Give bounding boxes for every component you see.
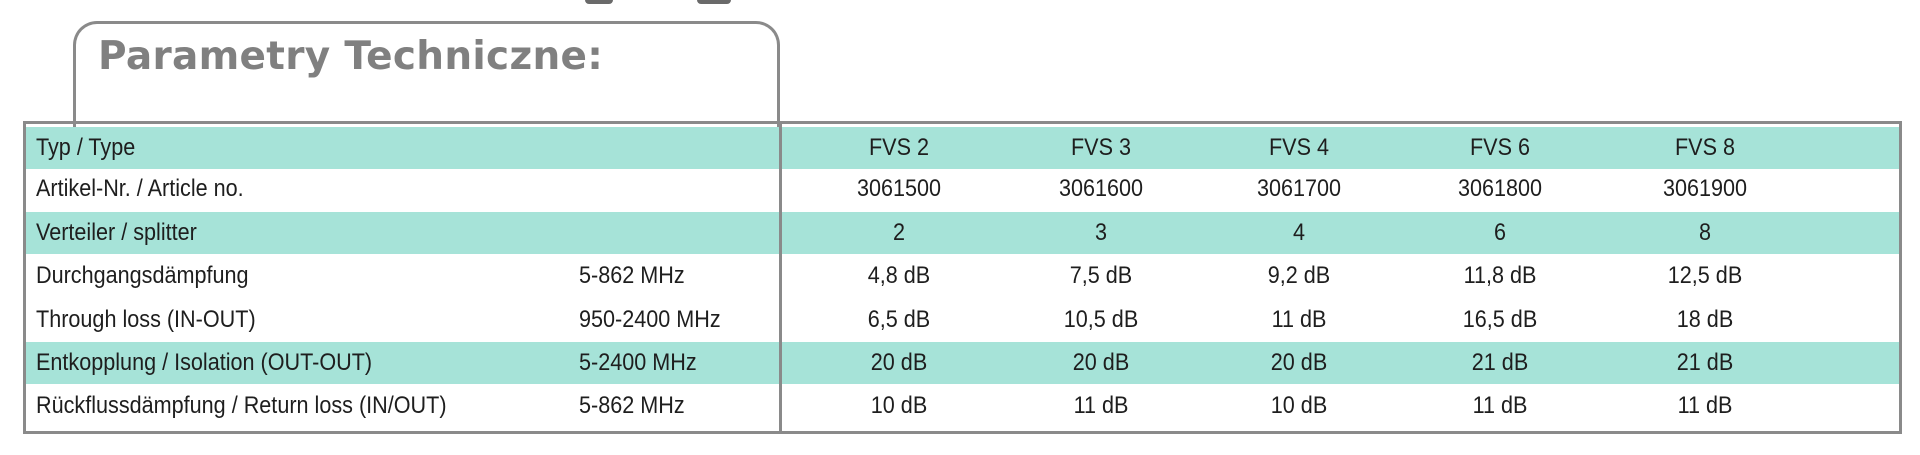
row-label: Rückflussdämpfung / Return loss (IN/OUT): [36, 392, 447, 419]
row-label: Durchgangsdämpfung: [36, 262, 249, 289]
value-cell: FVS 8: [1674, 134, 1736, 161]
value-cell: 20 dB: [1072, 349, 1130, 376]
value-cell: FVS 6: [1469, 134, 1531, 161]
title-tab: [73, 21, 780, 131]
table-row: Durchgangsdämpfung 5-862 MHz 4,8 dB 7,5 dB 9…: [26, 255, 1899, 297]
row-label: Verteiler / splitter: [36, 219, 197, 246]
value-cell: 11,8 dB: [1463, 262, 1537, 289]
value-cell: 21 dB: [1471, 349, 1529, 376]
value-cell: 20 dB: [870, 349, 928, 376]
value-cell: FVS 2: [868, 134, 930, 161]
value-cell: 21 dB: [1676, 349, 1734, 376]
value-cell: 8: [1698, 219, 1712, 246]
table-row: Through loss (IN-OUT) 950-2400 MHz 6,5 dB 1…: [26, 299, 1899, 341]
value-cell: 16,5 dB: [1462, 306, 1538, 333]
value-cell: 3061500: [856, 175, 942, 202]
value-cell: 10 dB: [1270, 392, 1328, 419]
value-cell: 20 dB: [1270, 349, 1328, 376]
value-cell: 10,5 dB: [1063, 306, 1139, 333]
value-cell: 4: [1292, 219, 1306, 246]
row-frequency: 5-862 MHz: [579, 262, 685, 289]
value-cell: 3061700: [1256, 175, 1342, 202]
value-cell: FVS 4: [1268, 134, 1330, 161]
table-row: Rückflussdämpfung / Return loss (IN/OUT)…: [26, 385, 1899, 427]
spec-table: [23, 121, 1902, 434]
value-cell: FVS 3: [1070, 134, 1132, 161]
row-label: Artikel-Nr. / Article no.: [36, 175, 244, 202]
value-cell: 10 dB: [870, 392, 928, 419]
page-title: Parametry Techniczne:: [98, 34, 604, 79]
row-frequency: 5-862 MHz: [579, 392, 685, 419]
value-cell: 3061900: [1662, 175, 1748, 202]
value-cell: 3: [1094, 219, 1108, 246]
row-frequency: 5-2400 MHz: [579, 349, 697, 376]
value-cell: 6: [1493, 219, 1507, 246]
value-cell: 11 dB: [1677, 392, 1733, 419]
value-cell: 18 dB: [1676, 306, 1734, 333]
value-cell: 2: [892, 219, 906, 246]
value-cell: 6,5 dB: [867, 306, 931, 333]
row-label: Through loss (IN-OUT): [36, 306, 256, 333]
table-row: Verteiler / splitter 2 3 4 6 8: [26, 212, 1899, 254]
value-cell: 11 dB: [1472, 392, 1528, 419]
column-divider: [779, 121, 782, 434]
top-decoration: [697, 0, 731, 4]
value-cell: 4,8 dB: [867, 262, 931, 289]
row-label: Entkopplung / Isolation (OUT-OUT): [36, 349, 373, 376]
value-cell: 11 dB: [1271, 306, 1327, 333]
value-cell: 3061800: [1457, 175, 1543, 202]
top-decoration: [585, 0, 613, 4]
value-cell: 3061600: [1058, 175, 1144, 202]
value-cell: 12,5 dB: [1667, 262, 1743, 289]
value-cell: 11 dB: [1073, 392, 1129, 419]
row-label: Typ / Type: [36, 134, 136, 161]
value-cell: 9,2 dB: [1267, 262, 1331, 289]
table-row: Artikel-Nr. / Article no. 3061500 3061600 3…: [26, 168, 1899, 210]
value-cell: 7,5 dB: [1069, 262, 1133, 289]
row-frequency: 950-2400 MHz: [579, 306, 721, 333]
table-row: Entkopplung / Isolation (OUT-OUT) 5-2400 …: [26, 342, 1899, 384]
table-row: Typ / Type FVS 2 FVS 3 FVS 4 FVS 6 FVS 8: [26, 127, 1899, 169]
